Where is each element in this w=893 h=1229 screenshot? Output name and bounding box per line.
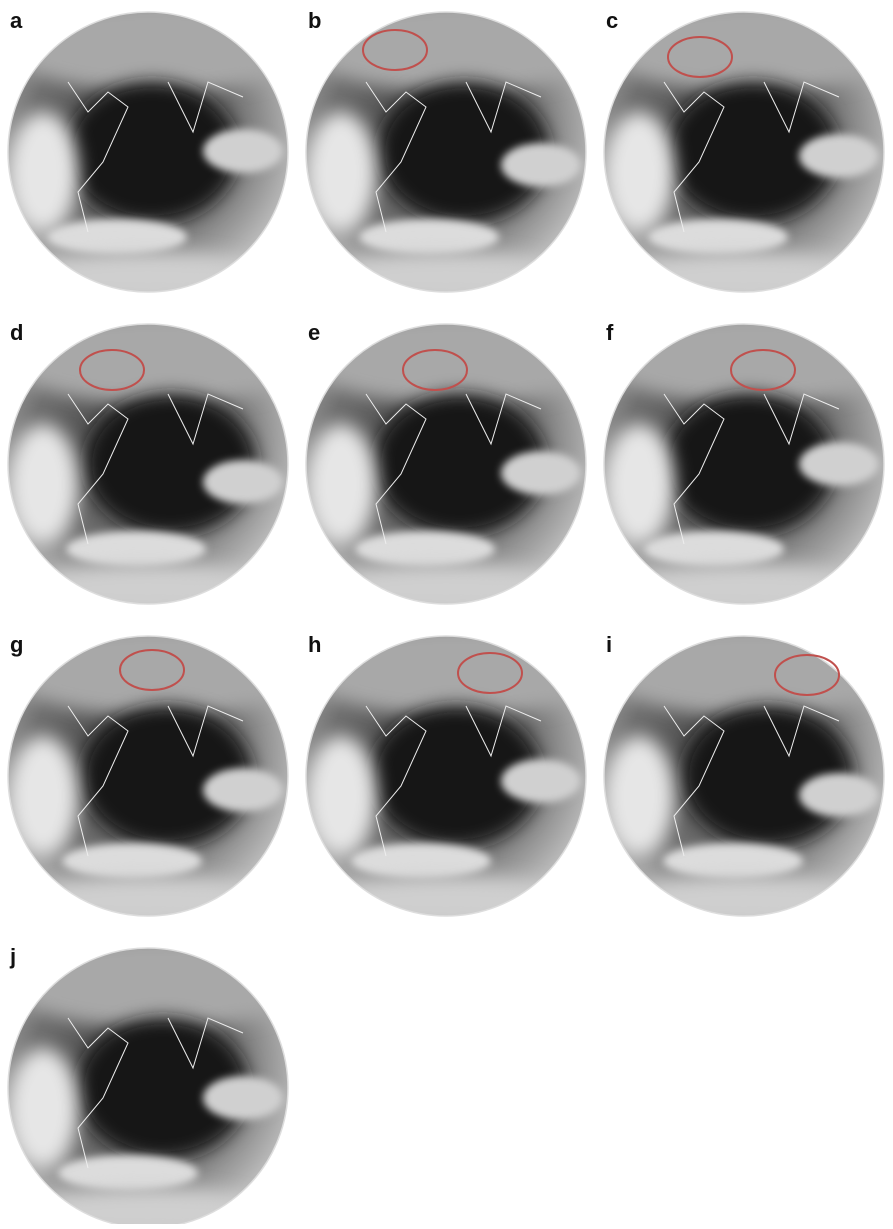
- clouds: [359, 219, 499, 255]
- figure: a b c d e f g h i j: [0, 0, 893, 1224]
- clouds: [351, 843, 491, 879]
- clouds: [326, 564, 566, 614]
- panel: a: [8, 2, 308, 302]
- clouds: [604, 736, 674, 856]
- panel-label: a: [10, 8, 23, 33]
- clouds: [624, 564, 864, 614]
- globe: [306, 2, 606, 302]
- clouds: [501, 451, 581, 495]
- panel-label: e: [308, 320, 320, 345]
- clouds: [28, 876, 268, 926]
- panel-label: j: [9, 944, 16, 969]
- panel: e: [306, 314, 606, 614]
- clouds: [355, 531, 495, 567]
- panel-label: i: [606, 632, 612, 657]
- clouds: [644, 531, 784, 567]
- land: [306, 2, 606, 92]
- globe: [8, 2, 308, 302]
- globe: [604, 314, 893, 614]
- clouds: [203, 768, 283, 812]
- clouds: [326, 876, 566, 926]
- land: [604, 626, 893, 716]
- globe-image: [604, 2, 893, 302]
- globe: [306, 626, 606, 926]
- clouds: [203, 460, 283, 504]
- clouds: [326, 252, 566, 302]
- clouds: [203, 1076, 283, 1120]
- clouds: [28, 564, 268, 614]
- globe-image: [306, 314, 606, 614]
- globe: [8, 314, 308, 614]
- clouds: [604, 424, 674, 544]
- globe-image: [8, 2, 308, 302]
- clouds: [624, 252, 864, 302]
- land: [604, 314, 893, 404]
- clouds: [28, 252, 268, 302]
- globe-image: [306, 2, 606, 302]
- panel-label: f: [606, 320, 614, 345]
- panel-label: g: [10, 632, 23, 657]
- panel: j: [8, 938, 308, 1224]
- panel-label: d: [10, 320, 23, 345]
- globe-image: [8, 626, 308, 926]
- clouds: [47, 219, 187, 255]
- clouds: [799, 134, 879, 178]
- panel-label: b: [308, 8, 321, 33]
- panel-label: c: [606, 8, 618, 33]
- clouds: [604, 112, 674, 232]
- clouds: [66, 531, 206, 567]
- land: [8, 314, 308, 404]
- clouds: [501, 759, 581, 803]
- land: [8, 2, 308, 92]
- land: [306, 314, 606, 404]
- clouds: [8, 1048, 78, 1168]
- globe-image: [604, 314, 893, 614]
- clouds: [799, 442, 879, 486]
- clouds: [306, 112, 376, 232]
- clouds: [306, 424, 376, 544]
- globe: [306, 314, 606, 614]
- land: [604, 2, 893, 92]
- land: [8, 626, 308, 716]
- clouds: [8, 112, 78, 232]
- globe: [8, 626, 308, 926]
- panel: f: [604, 314, 893, 614]
- panel: g: [8, 626, 308, 926]
- clouds: [62, 843, 202, 879]
- globe-image: [8, 938, 308, 1224]
- globe: [8, 938, 308, 1224]
- globe: [604, 626, 893, 926]
- clouds: [203, 129, 283, 173]
- clouds: [648, 219, 788, 255]
- panel: i: [604, 626, 893, 926]
- globe-image: [604, 626, 893, 926]
- clouds: [624, 876, 864, 926]
- land: [306, 626, 606, 716]
- panel: c: [604, 2, 893, 302]
- land: [8, 938, 308, 1028]
- globe: [604, 2, 893, 302]
- panel: h: [306, 626, 606, 926]
- clouds: [799, 773, 879, 817]
- panel: d: [8, 314, 308, 614]
- clouds: [8, 736, 78, 856]
- panel: b: [306, 2, 606, 302]
- clouds: [8, 424, 78, 544]
- globe-image: [8, 314, 308, 614]
- clouds: [501, 143, 581, 187]
- panel-label: h: [308, 632, 321, 657]
- clouds: [306, 736, 376, 856]
- clouds: [663, 843, 803, 879]
- page: abcdefghij (() => { const data = JSON.pa…: [0, 0, 893, 1224]
- clouds: [58, 1155, 198, 1191]
- globe-image: [306, 626, 606, 926]
